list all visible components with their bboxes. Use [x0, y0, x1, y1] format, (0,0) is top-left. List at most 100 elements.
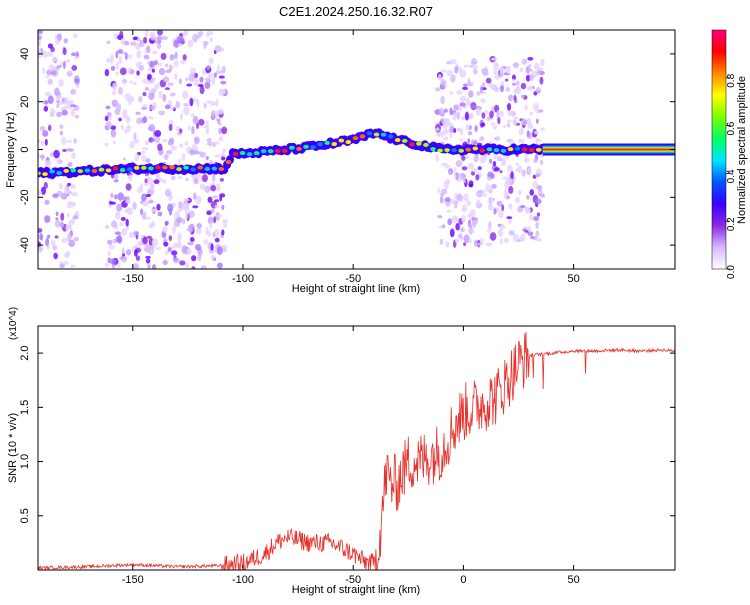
spectrogram-noise-cell: [58, 183, 64, 190]
spectrogram-noise-cell: [60, 61, 63, 66]
spectrogram-noise-cell: [133, 230, 140, 236]
spectrogram-noise-cell: [491, 84, 498, 90]
spectrogram-noise-cell: [206, 141, 213, 147]
spectrogram-noise-cell: [50, 152, 54, 158]
spectrogram-noise-cell: [125, 183, 132, 191]
spectrogram-noise-cell: [205, 156, 209, 161]
spectrogram-noise-cell: [128, 67, 132, 72]
spectrogram-noise-cell: [221, 204, 225, 211]
spectrogram-noise-cell: [497, 200, 503, 207]
spectrogram-noise-cell: [538, 190, 544, 195]
spectrogram-noise-cell: [527, 225, 532, 233]
spectrogram-noise-cell: [53, 149, 60, 159]
spectrogram-noise-cell: [519, 67, 524, 73]
spectrogram-noise-cell: [75, 84, 80, 89]
snr-y-tick-label: 1.5: [19, 400, 31, 415]
spectrogram-noise-cell: [38, 34, 43, 40]
spectrogram-noise-cell: [189, 67, 196, 75]
spectrogram-noise-cell: [507, 123, 511, 128]
spectrogram-noise-cell: [204, 81, 211, 89]
spectrogram-noise-cell: [117, 262, 121, 268]
spectrogram-peak-cell: [119, 168, 126, 173]
snr-x-tick-label: -150: [122, 574, 144, 586]
spectrogram-noise-cell: [502, 176, 509, 180]
spectrogram-noise-cell: [209, 221, 213, 230]
spectrogram-noise-cell: [435, 127, 440, 132]
snr-frame: [37, 325, 676, 571]
spectrogram-peak-cell: [190, 167, 196, 172]
spectrogram-noise-cell: [121, 228, 127, 236]
spectrogram-noise-cell: [512, 233, 519, 242]
spectrogram-noise-cell: [172, 257, 180, 263]
spectrogram-noise-cell: [52, 245, 58, 251]
spectrogram-noise-cell: [529, 111, 533, 116]
spectrogram-noise-cell: [515, 80, 520, 86]
spectrogram-noise-cell: [145, 216, 151, 220]
spectrogram-noise-cell: [171, 225, 176, 234]
spectrogram-peak-cell: [176, 167, 182, 172]
spectrogram-noise-cell: [174, 72, 178, 80]
spectrogram-noise-cell: [124, 52, 128, 61]
spectrogram-noise-cell: [182, 198, 190, 202]
spectrogram-noise-cell: [195, 227, 202, 235]
spectrogram-noise-cell: [113, 179, 119, 183]
spectrogram-peak-cell: [239, 151, 246, 156]
spectrogram-peak-cell: [246, 152, 253, 157]
spectrogram-noise-cell: [145, 80, 150, 85]
spectrogram-peak-cell: [437, 148, 443, 153]
spectrogram-noise-cell: [43, 100, 49, 105]
spectrogram-noise-cell: [136, 240, 143, 247]
spectrogram-noise-cell: [459, 138, 463, 143]
spectrogram-peak-cell: [338, 138, 345, 143]
spectrogram-peak-cell: [317, 142, 323, 147]
spectrogram-noise-cell: [437, 187, 440, 194]
spectrogram-peak-cell: [162, 165, 168, 170]
colorbar-tick-label: 0.0: [726, 265, 737, 279]
spectrogram-noise-cell: [147, 200, 154, 204]
spectrogram-noise-cell: [457, 233, 463, 239]
spectrogram-noise-cell: [463, 234, 470, 243]
spectrogram-noise-cell: [71, 64, 78, 71]
spectrogram-noise-cell: [527, 85, 533, 91]
spectrogram-noise-cell: [529, 74, 534, 82]
spectrogram-noise-cell: [59, 263, 65, 269]
spectrogram-noise-cell: [463, 242, 467, 246]
spectrogram-noise-cell: [40, 154, 44, 161]
spectrogram-noise-cell: [515, 86, 519, 95]
spectrogram-noise-cell: [47, 43, 54, 49]
spectrogram-noise-cell: [125, 249, 132, 256]
spectrogram-noise-cell: [51, 68, 59, 77]
snr-x-ticks: -150 -100 -50 0 50: [122, 326, 580, 586]
spectrogram-noise-cell: [506, 102, 512, 111]
spectrogram-noise-cell: [450, 198, 456, 205]
spectrogram-noise-cell: [520, 94, 525, 99]
spectrogram-noise-cell: [171, 250, 178, 256]
spectrogram-noise-cell: [212, 195, 218, 199]
spectrogram-noise-cell: [42, 67, 46, 75]
spectrogram-noise-cell: [476, 199, 481, 207]
spectrogram-noise-cell: [67, 182, 72, 187]
spectrogram-noise-cell: [125, 207, 133, 212]
spectrogram-noise-cell: [211, 110, 215, 118]
spectrogram-noise-cell: [506, 216, 513, 220]
colorbar-gradient: [711, 29, 727, 270]
spectrogram-noise-cell: [499, 85, 504, 93]
spectrogram-noise-cell: [181, 153, 186, 161]
spectrogram-noise-cell: [107, 239, 113, 245]
spectrogram-noise-cell: [525, 75, 531, 82]
spectrogram-noise-cell: [499, 110, 504, 118]
spectrogram-noise-cell: [203, 43, 207, 49]
spectrogram-noise-cell: [201, 266, 206, 269]
spectrogram-noise-cell: [512, 82, 516, 86]
spectrogram-noise-cell: [476, 242, 481, 246]
spectrogram-noise-cell: [217, 64, 221, 73]
spectrogram-noise-cell: [503, 189, 507, 198]
spectrogram-peak-cell: [394, 138, 401, 143]
spectrogram-noise-cell: [111, 99, 118, 107]
spectrogram-noise-cell: [66, 189, 72, 195]
spectrogram-noise-cell: [533, 62, 540, 71]
spectrogram-peak-cell: [493, 148, 500, 153]
spectrogram-noise-cell: [51, 56, 58, 63]
spectrogram-noise-cell: [148, 88, 155, 94]
spectrogram-noise-cell: [164, 87, 170, 91]
